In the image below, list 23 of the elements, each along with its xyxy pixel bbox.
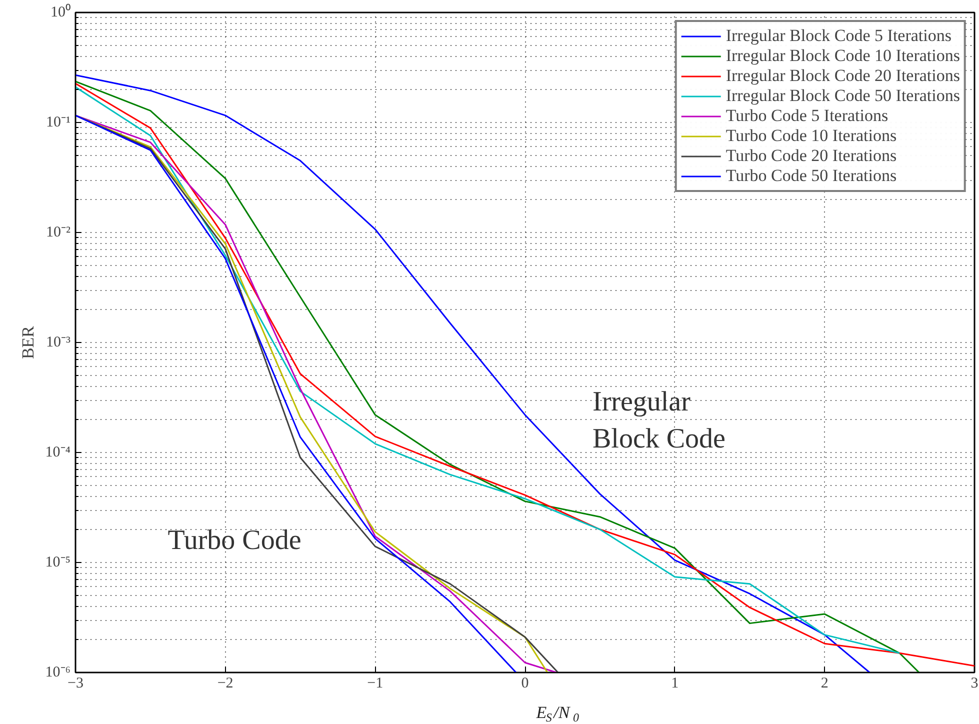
legend-label: Turbo Code 5 Iterations <box>726 106 888 126</box>
legend-label: Irregular Block Code 20 Iterations <box>726 66 960 86</box>
x-tick-label: 2 <box>820 676 828 692</box>
legend-label: Irregular Block Code 5 Iterations <box>726 26 952 46</box>
x-tick-label: 1 <box>671 676 679 692</box>
legend-label: Turbo Code 50 Iterations <box>726 166 897 186</box>
x-tick-label: −2 <box>217 676 234 692</box>
y-tick-label: 10⁻¹ <box>46 114 71 130</box>
y-tick-label: 10⁻³ <box>46 334 72 350</box>
legend-label: Turbo Code 10 Iterations <box>726 126 897 146</box>
x-tick-label: 3 <box>970 676 978 692</box>
legend-label: Irregular Block Code 50 Iterations <box>726 86 960 106</box>
x-tick-label: 0 <box>521 676 529 692</box>
y-axis-title: BER <box>18 325 38 360</box>
y-tick-label: 10⁻⁴ <box>45 444 71 460</box>
annotation: Irregular Block Code <box>592 386 726 455</box>
annotation: Turbo Code <box>168 525 302 556</box>
x-tick-label: −1 <box>367 676 384 692</box>
y-tick-label: 10⁻² <box>46 224 72 240</box>
y-tick-label: 10⁻⁵ <box>45 554 71 570</box>
legend-label: Turbo Code 20 Iterations <box>726 146 897 166</box>
y-tick-label: 10⁰ <box>50 4 70 20</box>
legend-label: Irregular Block Code 10 Iterations <box>726 46 960 66</box>
